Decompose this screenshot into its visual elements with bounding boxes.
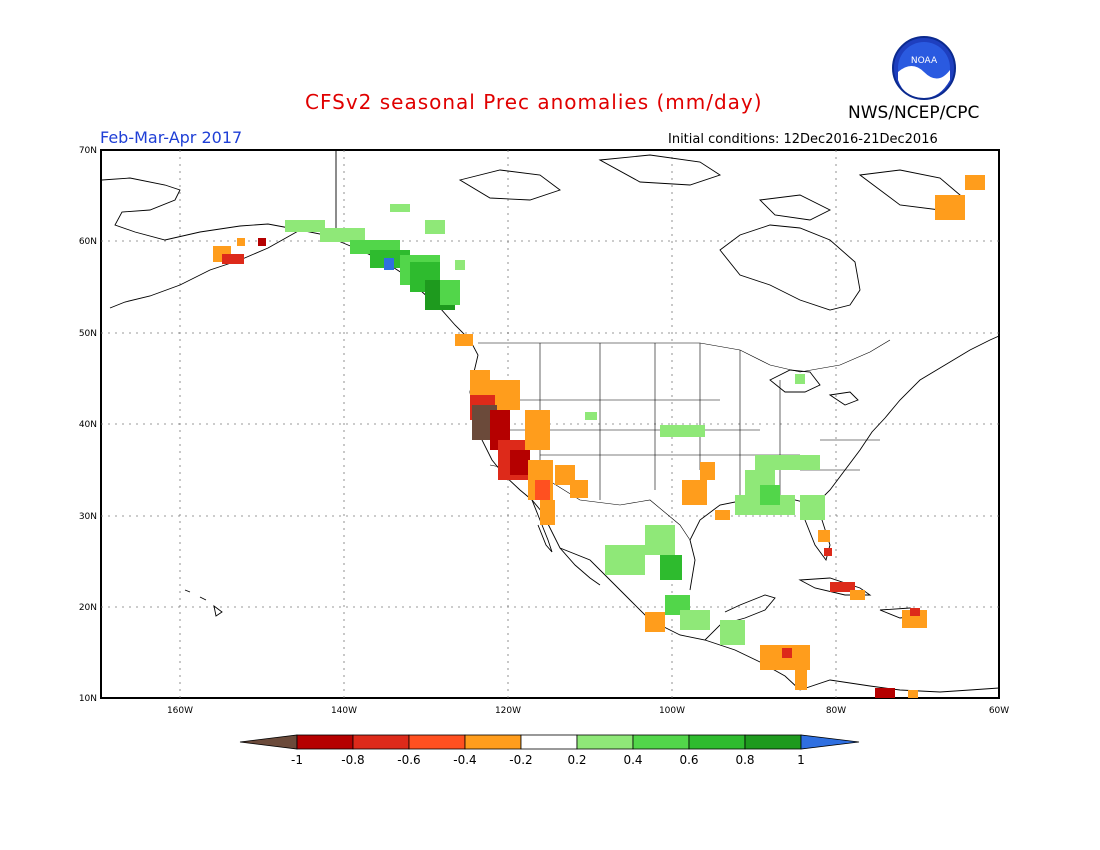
- colorbar-segment: [632, 734, 690, 750]
- lon-label: 160W: [167, 706, 193, 716]
- colorbar-segment: [744, 734, 802, 750]
- lon-label: 60W: [989, 706, 1009, 716]
- season-label: Feb-Mar-Apr 2017: [100, 128, 243, 147]
- colorbar-segment: [352, 734, 410, 750]
- colorbar-label: -0.6: [397, 753, 420, 767]
- colorbar-left-arrow: [239, 734, 298, 750]
- colorbar-label: 0.2: [567, 753, 586, 767]
- lon-label: 100W: [659, 706, 685, 716]
- colorbar-segment: [520, 734, 578, 750]
- anomaly-cells: [213, 175, 985, 698]
- colorbar-segment: [576, 734, 634, 750]
- lat-label: 60N: [79, 237, 97, 247]
- lon-label: 140W: [331, 706, 357, 716]
- lat-label: 70N: [79, 146, 97, 156]
- lat-label: 10N: [79, 694, 97, 704]
- lat-label: 30N: [79, 512, 97, 522]
- lat-label: 20N: [79, 603, 97, 613]
- colorbar-label: -0.8: [341, 753, 364, 767]
- colorbar-label: 0.4: [623, 753, 642, 767]
- lat-label: 50N: [79, 329, 97, 339]
- colorbar-segment: [688, 734, 746, 750]
- colorbar-label: 0.6: [679, 753, 698, 767]
- latitude-labels: 70N 60N 50N 40N 30N 20N 10N: [79, 146, 97, 704]
- longitude-labels: 160W 140W 120W 100W 80W 60W: [167, 706, 1009, 716]
- agency-label: NWS/NCEP/CPC: [848, 103, 980, 123]
- colorbar-label: -0.4: [453, 753, 476, 767]
- colorbar-segment: [296, 734, 354, 750]
- initial-conditions-label: Initial conditions: 12Dec2016-21Dec2016: [668, 132, 938, 147]
- lon-label: 120W: [495, 706, 521, 716]
- colorbar: -1 -0.8 -0.6 -0.4 -0.2 0.2 0.4 0.6 0.8 1: [239, 734, 860, 767]
- noaa-logo-text: NOAA: [911, 56, 938, 66]
- colorbar-segment: [464, 734, 522, 750]
- lat-label: 40N: [79, 420, 97, 430]
- colorbar-label: -0.2: [509, 753, 532, 767]
- map-title: CFSv2 seasonal Prec anomalies (mm/day): [305, 90, 763, 114]
- colorbar-label: -1: [291, 753, 303, 767]
- colorbar-segment: [408, 734, 466, 750]
- colorbar-right-arrow: [800, 734, 860, 750]
- lon-label: 80W: [826, 706, 846, 716]
- noaa-logo: NOAA: [892, 36, 956, 100]
- colorbar-label: 1: [797, 753, 805, 767]
- colorbar-label: 0.8: [735, 753, 754, 767]
